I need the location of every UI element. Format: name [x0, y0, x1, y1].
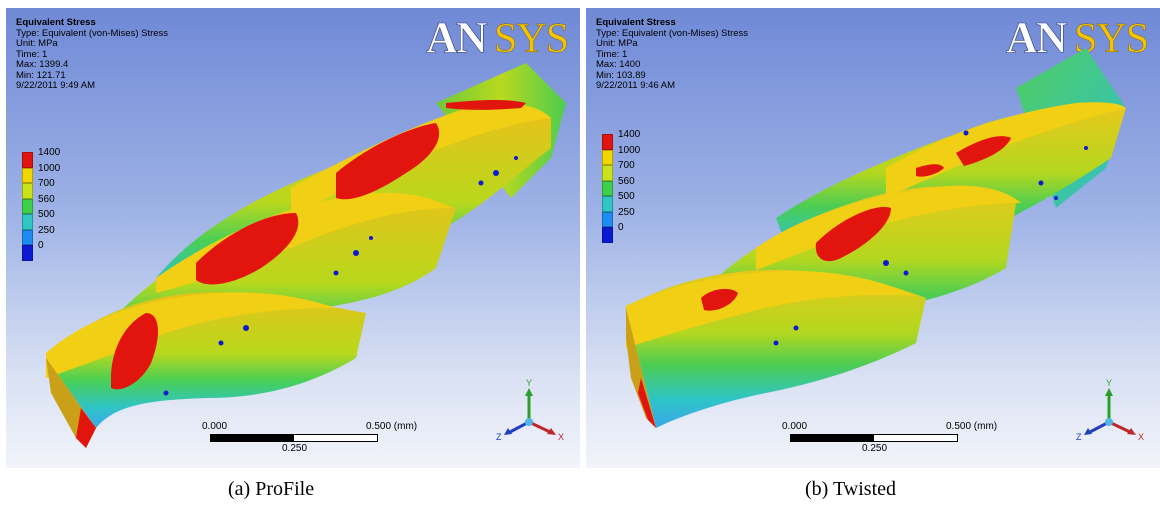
legend-label: 1400 [38, 147, 61, 158]
helical-file-model[interactable] [586, 8, 1160, 468]
result-min: Min: 121.71 [16, 69, 66, 81]
result-date: 9/22/2011 9:49 AM [16, 80, 96, 91]
ansys-logo: AN SYS [424, 12, 574, 63]
legend-label: 560 [38, 193, 55, 205]
result-date: 9/22/2011 9:46 AM [596, 80, 676, 91]
legend-swatch [22, 152, 33, 168]
legend-label: 1400 [618, 129, 641, 140]
stress-plot-panel-twisted: Equivalent Stress Type: Equivalent (von-… [586, 8, 1160, 468]
axis-triad[interactable]: Y X Z [1076, 378, 1146, 450]
scale-mid-label: 0.250 [862, 443, 888, 454]
result-time: Time: 1 [16, 48, 48, 60]
svg-text:AN: AN [1006, 13, 1068, 60]
result-time: Time: 1 [596, 48, 628, 60]
result-unit: Unit: MPa [596, 38, 638, 49]
color-legend: 1400 1000 700 560 500 250 0 [18, 147, 78, 261]
axis-triad[interactable]: Y X Z [496, 378, 566, 450]
legend-label: 560 [618, 175, 635, 187]
scale-bar: 0.000 0.500 (mm) 0.250 [196, 421, 456, 461]
legend-swatch [22, 245, 33, 261]
result-type: Type: Equivalent (von-Mises) Stress [596, 27, 749, 39]
result-unit: Unit: MPa [16, 38, 58, 49]
legend-swatch [602, 211, 613, 227]
legend-swatch [602, 134, 613, 150]
result-min: Min: 103.89 [596, 69, 646, 81]
result-type: Type: Equivalent (von-Mises) Stress [16, 27, 169, 39]
figure-caption-a: (a) ProFile [228, 478, 315, 500]
scale-mid-label: 0.250 [282, 443, 308, 454]
legend-label: 250 [38, 224, 55, 236]
legend-swatch [602, 227, 613, 243]
figure-caption-b: (b) Twisted [805, 478, 896, 500]
scale-bar: 0.000 0.500 (mm) 0.250 [776, 421, 1036, 461]
color-legend: 1400 1000 700 560 500 250 0 [598, 129, 658, 243]
svg-text:SYS: SYS [494, 16, 568, 60]
ansys-logo: AN SYS [1004, 12, 1154, 63]
legend-label: 700 [38, 178, 55, 189]
legend-swatch [22, 229, 33, 245]
axis-y-label: Y [526, 378, 532, 388]
result-max: Max: 1400 [596, 59, 641, 70]
scale-end-label: 0.500 (mm) [366, 421, 418, 432]
legend-label: 0 [38, 240, 44, 251]
legend-label: 1000 [38, 162, 61, 174]
legend-swatch [602, 165, 613, 181]
result-max: Max: 1399.4 [16, 59, 69, 70]
scale-bar-graphic [790, 434, 958, 442]
legend-swatch [22, 214, 33, 230]
svg-text:AN: AN [426, 13, 488, 60]
legend-label: 700 [618, 160, 635, 171]
legend-label: 1000 [618, 144, 641, 156]
stress-plot-panel-profile: Equivalent Stress Type: Equivalent (von-… [6, 8, 580, 468]
legend-swatch [602, 180, 613, 196]
svg-text:SYS: SYS [1074, 16, 1148, 60]
scale-start-label: 0.000 [782, 421, 808, 432]
legend-swatch [22, 183, 33, 199]
legend-label: 0 [618, 222, 624, 233]
legend-swatch [602, 149, 613, 165]
legend-swatch [22, 198, 33, 214]
result-info-block: Equivalent Stress Type: Equivalent (von-… [16, 17, 169, 92]
result-info-block: Equivalent Stress Type: Equivalent (von-… [596, 17, 749, 92]
scale-end-label: 0.500 (mm) [946, 421, 998, 432]
scale-start-label: 0.000 [202, 421, 228, 432]
axis-y-label: Y [1106, 378, 1112, 388]
helical-file-model[interactable] [6, 8, 580, 468]
axis-x-label: X [1138, 432, 1144, 442]
result-title: Equivalent Stress [596, 17, 676, 28]
result-title: Equivalent Stress [16, 17, 96, 28]
axis-z-label: Z [496, 432, 502, 442]
legend-label: 500 [618, 191, 635, 202]
axis-x-label: X [558, 432, 564, 442]
scale-bar-graphic [210, 434, 378, 442]
legend-label: 250 [618, 206, 635, 218]
legend-swatch [602, 196, 613, 212]
legend-label: 500 [38, 209, 55, 220]
legend-swatch [22, 167, 33, 183]
axis-z-label: Z [1076, 432, 1082, 442]
